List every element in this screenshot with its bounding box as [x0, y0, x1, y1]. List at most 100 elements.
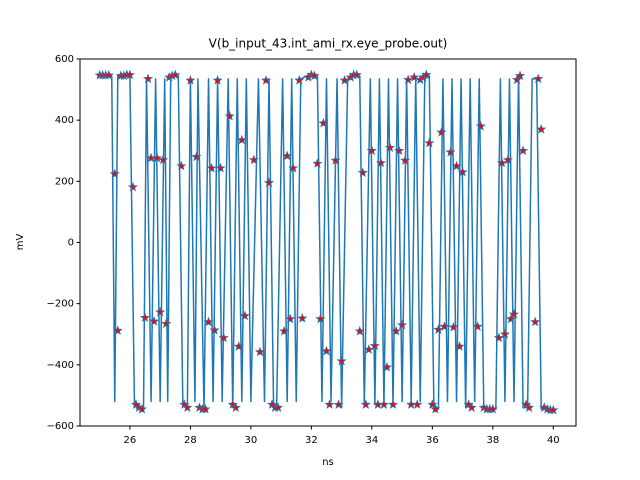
sample-marker — [109, 168, 120, 179]
x-axis-label: ns — [322, 457, 334, 468]
sample-marker — [263, 177, 275, 188]
sample-marker — [127, 181, 138, 192]
x-tick-label: 38 — [486, 435, 499, 446]
sample-marker — [176, 160, 187, 171]
sample-marker — [466, 402, 477, 412]
sample-marker — [530, 316, 541, 327]
sample-marker — [514, 70, 526, 81]
x-tick-label: 40 — [547, 435, 560, 446]
sample-marker — [363, 344, 374, 354]
x-tick-label: 36 — [426, 435, 439, 446]
sample-marker — [412, 399, 423, 409]
sample-marker — [158, 154, 169, 165]
plot-area — [94, 69, 559, 415]
sample-marker — [260, 75, 272, 85]
sample-marker — [273, 402, 284, 412]
sample-marker — [354, 325, 365, 336]
sample-marker — [400, 155, 411, 165]
sample-marker — [103, 69, 114, 80]
sample-marker — [239, 310, 250, 321]
sample-marker — [288, 162, 299, 173]
sample-marker — [297, 313, 308, 323]
sample-marker — [312, 158, 323, 168]
sample-marker — [318, 117, 329, 128]
sample-marker — [206, 162, 217, 173]
sample-marker — [518, 145, 529, 156]
sample-marker — [248, 154, 259, 165]
sample-marker — [448, 321, 459, 332]
sample-marker — [351, 69, 362, 80]
sample-marker — [139, 312, 151, 323]
sample-marker — [394, 145, 405, 156]
sample-marker — [324, 399, 335, 409]
sample-marker — [236, 134, 247, 145]
sample-marker — [439, 321, 450, 331]
sample-marker — [424, 137, 435, 148]
sample-marker — [282, 150, 293, 161]
y-tick-label: −600 — [47, 421, 74, 432]
sample-marker — [493, 332, 504, 343]
sample-marker — [254, 346, 266, 357]
sample-marker — [191, 151, 202, 162]
sample-marker — [233, 341, 244, 351]
sample-marker — [230, 402, 241, 412]
sample-marker — [155, 306, 166, 317]
sample-marker — [384, 142, 396, 152]
sample-marker — [436, 127, 447, 137]
sample-marker — [112, 325, 123, 335]
sample-marker — [209, 324, 220, 335]
sample-marker — [185, 75, 196, 85]
chart-title: V(b_input_43.int_ami_rx.eye_probe.out) — [209, 37, 448, 51]
sample-marker — [445, 146, 456, 157]
sample-marker — [533, 73, 544, 84]
sample-marker — [170, 69, 181, 80]
sample-marker — [390, 325, 402, 336]
sample-marker — [152, 152, 163, 163]
sample-marker — [366, 145, 377, 156]
sample-marker — [378, 399, 390, 409]
sample-marker — [433, 324, 444, 334]
sample-marker — [279, 325, 290, 336]
y-tick-label: −400 — [47, 360, 74, 371]
sample-marker — [548, 404, 559, 415]
sample-marker — [330, 155, 341, 165]
sample-marker — [357, 167, 368, 178]
y-tick-label: 400 — [55, 115, 74, 126]
sample-marker — [451, 160, 462, 171]
sample-marker — [387, 399, 399, 409]
sample-marker — [224, 110, 235, 121]
sample-marker — [499, 328, 510, 339]
sample-marker — [421, 69, 432, 80]
sample-marker — [218, 332, 229, 343]
sample-marker — [487, 403, 498, 414]
x-tick-label: 26 — [124, 435, 137, 446]
y-tick-label: 600 — [55, 54, 74, 65]
sample-marker — [215, 162, 226, 173]
x-tick-label: 34 — [365, 435, 378, 446]
y-tick-label: 200 — [55, 176, 74, 187]
sample-marker — [375, 157, 386, 168]
sample-marker — [142, 73, 154, 84]
sample-marker — [321, 345, 332, 356]
y-axis-label: mV — [15, 234, 26, 251]
sample-marker — [381, 361, 393, 372]
sample-marker — [536, 124, 547, 134]
sample-marker — [212, 75, 223, 85]
sample-marker — [333, 399, 344, 409]
sample-marker — [200, 403, 211, 414]
signal-line — [99, 75, 554, 410]
y-tick-label: −200 — [47, 299, 74, 310]
sample-marker — [315, 313, 326, 324]
sample-marker — [511, 74, 523, 85]
sample-marker — [457, 166, 468, 177]
sample-marker — [339, 75, 350, 85]
x-tick-label: 30 — [245, 435, 258, 446]
sample-marker — [524, 402, 535, 412]
sample-marker — [182, 402, 193, 412]
sample-marker — [427, 399, 438, 409]
sample-marker — [124, 69, 135, 80]
sample-marker — [149, 316, 160, 326]
x-tick-label: 28 — [184, 435, 197, 446]
